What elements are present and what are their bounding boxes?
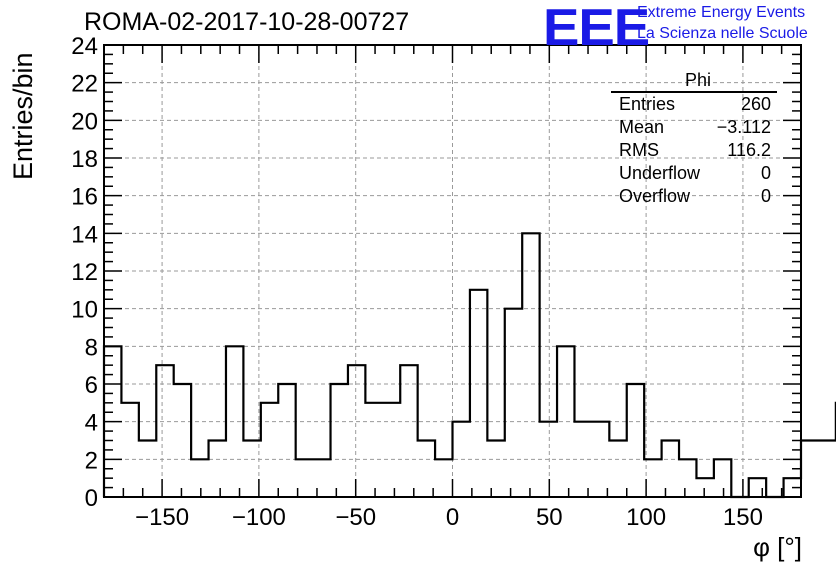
y-tick-label: 12	[71, 259, 98, 286]
logo-caption: Extreme Energy Events La Scienza nelle S…	[637, 2, 808, 44]
y-tick-label: 6	[85, 372, 98, 399]
stats-row-mean: Mean −3.112	[611, 116, 777, 139]
logo-line-2: La Scienza nelle Scuole	[637, 25, 808, 42]
stats-label: Underflow	[619, 163, 701, 183]
x-tick-label: −100	[232, 504, 286, 531]
y-tick-label: 20	[71, 108, 98, 135]
x-tick-label: 150	[723, 504, 763, 531]
stats-label: Overflow	[619, 186, 691, 206]
axis-ticks	[103, 44, 802, 498]
x-tick-label: −50	[335, 504, 376, 531]
stats-title: Phi	[611, 70, 777, 93]
stats-label: Mean	[619, 117, 665, 137]
plot-frame	[103, 44, 802, 498]
x-tick-label: 50	[536, 504, 563, 531]
stats-row-overflow: Overflow 0	[611, 185, 777, 208]
chart-title: ROMA-02-2017-10-28-00727	[84, 8, 410, 36]
x-tick-label: −150	[135, 504, 189, 531]
stats-value: 260	[740, 94, 771, 114]
x-axis-label: φ [°]	[753, 532, 802, 562]
stats-row-underflow: Underflow 0	[611, 162, 777, 185]
y-tick-label: 4	[85, 410, 98, 437]
stats-row-rms: RMS 116.2	[611, 139, 777, 162]
y-tick-label: 2	[85, 447, 98, 474]
y-axis-label: Entries/bin	[8, 52, 38, 180]
stats-value: 0	[760, 163, 771, 183]
x-tick-label: 0	[446, 504, 459, 531]
y-tick-label: 8	[85, 334, 98, 361]
stats-value: 0	[760, 186, 771, 206]
y-tick-label: 18	[71, 146, 98, 173]
histogram-line	[102, 232, 836, 499]
stats-box: Phi Entries 260 Mean −3.112 RMS 116.2 Un…	[611, 70, 777, 208]
eee-logo: EEE	[543, 0, 650, 57]
y-tick-label: 16	[71, 184, 98, 211]
stats-row-entries: Entries 260	[611, 93, 777, 116]
y-tick-label: 14	[71, 221, 98, 248]
stats-label: RMS	[619, 140, 659, 160]
logo-line-1: Extreme Energy Events	[637, 4, 806, 21]
x-tick-label: 100	[626, 504, 666, 531]
grid-lines	[104, 45, 801, 497]
stats-label: Entries	[619, 94, 676, 114]
y-tick-label: 24	[71, 33, 98, 60]
stats-value: −3.112	[716, 117, 771, 137]
y-tick-label: 22	[71, 71, 98, 98]
y-tick-label: 0	[85, 485, 98, 512]
y-tick-label: 10	[71, 297, 98, 324]
stats-value: 116.2	[727, 140, 771, 160]
